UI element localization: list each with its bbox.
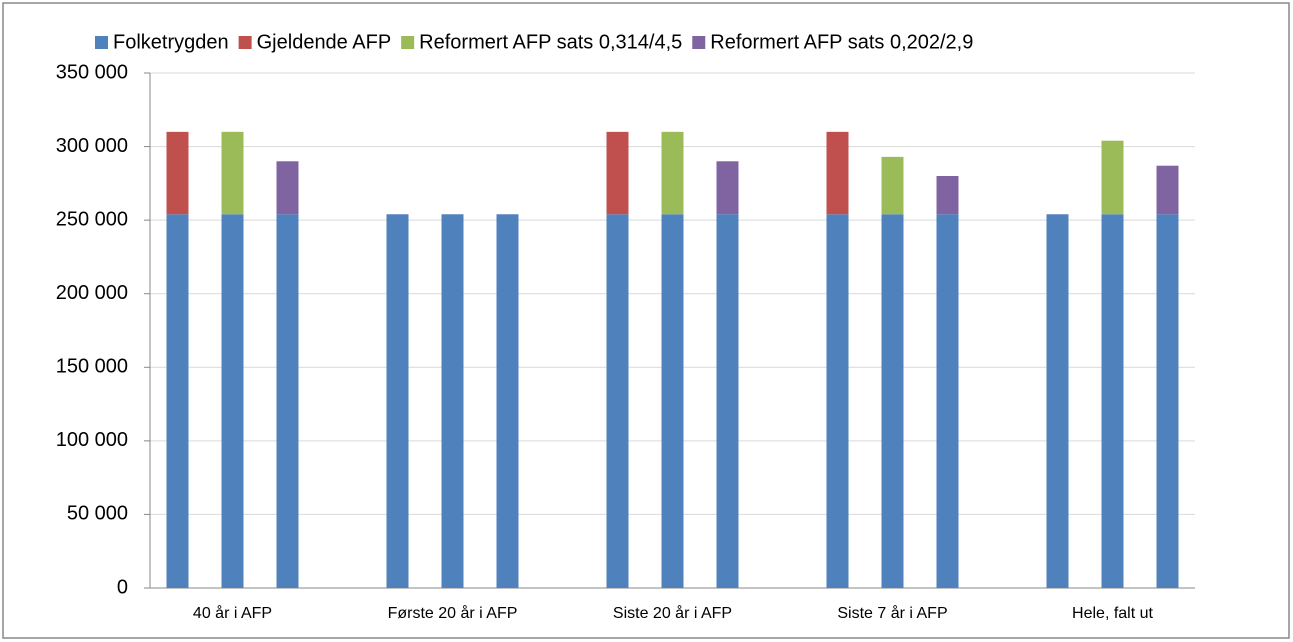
legend-swatch: [238, 36, 252, 49]
bar-segment: [881, 214, 904, 588]
y-tick-label: 50 000: [67, 503, 128, 525]
bar-segment: [386, 214, 409, 588]
bar-segment: [936, 214, 959, 588]
bar-segment: [606, 214, 629, 588]
bar-segment: [1101, 140, 1124, 215]
bar-segment: [1156, 214, 1179, 588]
bar-segment: [1156, 165, 1179, 215]
bar-segment: [166, 131, 189, 215]
bar-segment: [221, 214, 244, 588]
y-tick-label: 300 000: [56, 135, 128, 157]
bar-segment: [826, 214, 849, 588]
x-tick-label: Siste 7 år i AFP: [837, 604, 947, 622]
x-tick-label: Første 20 år i AFP: [388, 604, 518, 622]
y-tick-label: 250 000: [56, 208, 128, 230]
legend-label: Reformert AFP sats 0,202/2,9: [710, 31, 973, 53]
legend-swatch: [95, 36, 108, 49]
legend-label: Reformert AFP sats 0,314/4,5: [419, 31, 682, 53]
bar-segment: [1046, 214, 1069, 588]
bar-segment: [936, 176, 959, 215]
x-tick-label: Hele, falt ut: [1072, 605, 1153, 622]
y-tick-label: 350 000: [56, 61, 128, 83]
bar-segment: [1101, 214, 1124, 588]
bar-segment: [716, 161, 739, 215]
bar-segment: [826, 131, 849, 215]
bar-segment: [606, 131, 629, 215]
bar-segment: [496, 214, 519, 588]
bar-segment: [276, 161, 299, 215]
bar-segment: [661, 214, 684, 588]
y-tick-label: 150 000: [56, 356, 128, 378]
bar-segment: [661, 131, 684, 215]
y-tick-label: 200 000: [56, 282, 128, 304]
legend-swatch: [692, 36, 706, 49]
legend-label: Folketrygden: [113, 31, 229, 53]
y-tick-label: 100 000: [56, 429, 128, 451]
bar-segment: [221, 131, 244, 215]
y-tick-label: 0: [117, 576, 128, 598]
bar-segment: [166, 214, 189, 588]
legend-label: Gjeldende AFP: [257, 31, 392, 53]
legend: Folketrygden Gjeldende AFP Reformert AFP s…: [95, 31, 973, 53]
legend-swatch: [401, 36, 415, 49]
bar-segment: [441, 214, 464, 588]
x-tick-label: 40 år i AFP: [193, 604, 272, 622]
bar-segment: [716, 214, 739, 588]
x-tick-label: Siste 20 år i AFP: [613, 604, 732, 622]
bar-segment: [276, 214, 299, 588]
bar-segment: [881, 156, 904, 215]
